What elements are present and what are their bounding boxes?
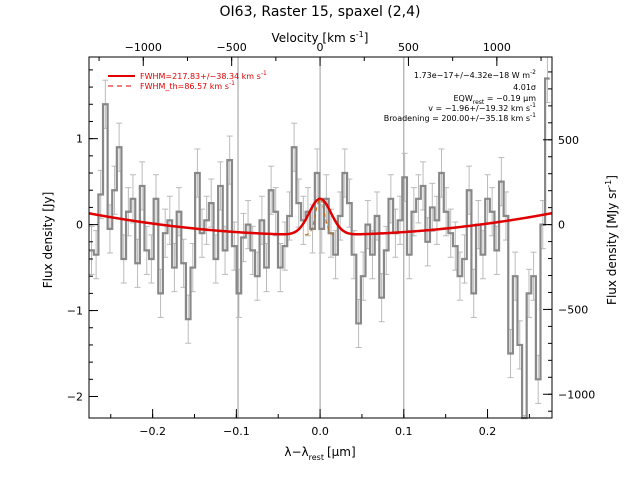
legend-entry-fwhm-th-text: FWHM_th=86.57 km s xyxy=(140,82,229,91)
y2-axis-label-end: ] xyxy=(605,175,619,180)
axis-ticks xyxy=(89,57,552,418)
x2-axis-label-sup: -1 xyxy=(356,30,364,39)
y-tick-label: 0 xyxy=(76,219,83,232)
legend-entry-fwhm-th: FWHM_th=86.57 km s-1 xyxy=(140,80,235,91)
y-axis-label: Flux density [Jy] xyxy=(41,192,55,289)
y2-axis-label-text: Flux density [MJy sr xyxy=(605,188,619,305)
legend-entry-fwhm-th-sup: -1 xyxy=(229,80,235,87)
annotation-broadening: Broadening = 200.00+/−35.18 km s-1 xyxy=(384,112,536,123)
y2-tick-label: −500 xyxy=(558,303,588,316)
annotation-velocity-sup: -1 xyxy=(530,102,536,109)
y-tick-label: −2 xyxy=(67,391,83,404)
annotation-eqw: EQWrest = −0.19 μm xyxy=(453,94,536,106)
y2-tick-label: 500 xyxy=(558,134,579,147)
annotation-flux: 1.73e−17+/−4.32e−18 W m-2 xyxy=(414,69,536,80)
data-series xyxy=(89,77,550,420)
x-tick-label: −0.1 xyxy=(223,425,250,438)
x-tick-label: 0.2 xyxy=(479,425,497,438)
x2-tick-label: 500 xyxy=(398,41,419,54)
tick-labels: −0.2 −0.1 0.0 0.1 0.2 −1000 −500 0 500 1000 −2 −1 0 1… xyxy=(67,41,595,438)
annotation-eqw-sub: rest xyxy=(473,99,485,106)
annotation-broadening-text: Broadening = 200.00+/−35.18 km s xyxy=(384,114,530,123)
y2-axis-label: Flux density [MJy sr-1] xyxy=(604,175,619,305)
annotation-sigma: 4.01σ xyxy=(513,83,536,92)
x2-tick-label: −1000 xyxy=(125,41,162,54)
annotation-flux-sup: -2 xyxy=(530,69,536,76)
annotation-eqw-value: = −0.19 μm xyxy=(484,94,536,103)
x2-axis-label-text: Velocity [km s xyxy=(272,31,356,45)
legend-entry-fwhm-sup: -1 xyxy=(261,70,267,77)
y-tick-label: −1 xyxy=(67,305,83,318)
flux-data-step-line xyxy=(89,77,550,420)
annotation-velocity: v = −1.96+/−19.32 km s-1 xyxy=(428,102,536,113)
x-axis-label: λ−λrest [μm] xyxy=(284,445,355,462)
fit-lines xyxy=(88,197,553,236)
x2-axis-label: Velocity [km s-1] xyxy=(272,30,369,45)
annotation-broadening-sup: -1 xyxy=(530,112,536,119)
chart-title: OI63, Raster 15, spaxel (2,4) xyxy=(220,4,421,20)
annotation-flux-text: 1.73e−17+/−4.32e−18 W m xyxy=(414,71,530,80)
legend-entry-fwhm: FWHM=217.83+/−38.34 km s-1 xyxy=(140,70,267,81)
fit-annotations: 1.73e−17+/−4.32e−18 W m-2 4.01σ EQWrest … xyxy=(384,69,537,123)
y2-tick-label: −1000 xyxy=(558,388,595,401)
x-tick-label: −0.2 xyxy=(139,425,166,438)
legend: FWHM=217.83+/−38.34 km s-1 FWHM_th=86.57… xyxy=(108,70,267,91)
x-axis-label-sub: rest xyxy=(309,453,324,462)
x2-tick-label: 1000 xyxy=(483,41,511,54)
x2-tick-label: 0 xyxy=(317,41,324,54)
y2-tick-label: 0 xyxy=(558,219,565,232)
y-tick-label: 1 xyxy=(76,133,83,146)
legend-entry-fwhm-text: FWHM=217.83+/−38.34 km s xyxy=(140,72,261,81)
y2-axis-label-sup: -1 xyxy=(604,180,613,188)
x-axis-label-text: λ−λ xyxy=(284,445,308,459)
x-tick-label: 0.1 xyxy=(395,425,413,438)
fit-curve xyxy=(88,197,553,236)
x-tick-label: 0.0 xyxy=(311,425,329,438)
x-axis-label-unit: [μm] xyxy=(327,445,356,459)
x2-axis-label-end: ] xyxy=(364,31,369,45)
annotation-velocity-text: v = −1.96+/−19.32 km s xyxy=(428,104,530,113)
reference-lines xyxy=(237,57,405,418)
annotation-eqw-text: EQW xyxy=(453,94,472,103)
x2-tick-label: −500 xyxy=(217,41,247,54)
